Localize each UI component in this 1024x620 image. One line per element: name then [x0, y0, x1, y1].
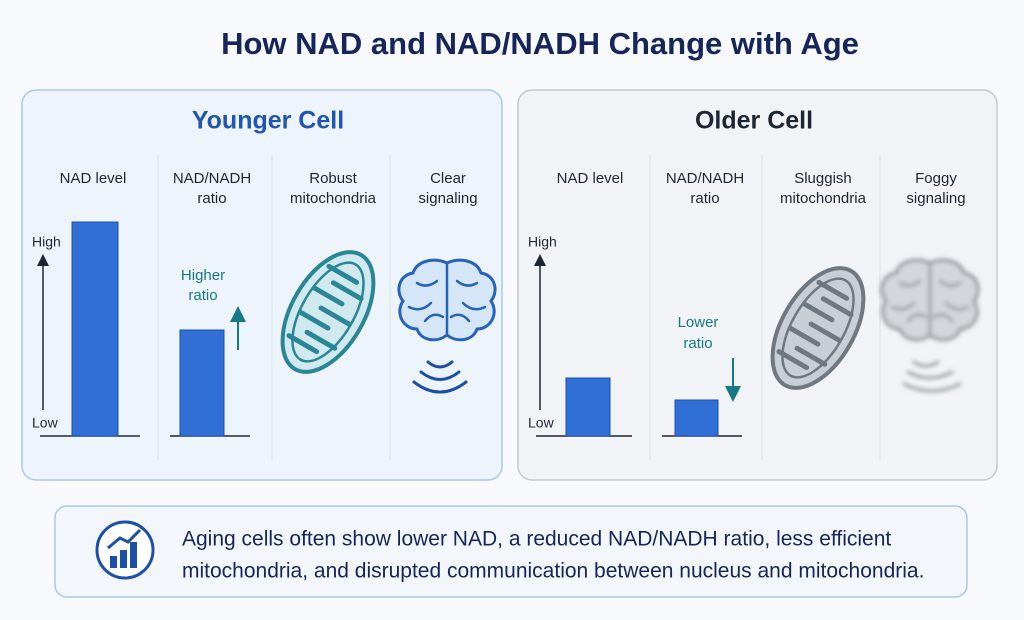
panel-frame: [21, 89, 503, 481]
annotation: ratio: [683, 335, 712, 352]
signal-waves: [412, 360, 468, 394]
column-label: Clear: [430, 170, 466, 187]
annotation: Higher: [181, 267, 225, 284]
icon-bars: [110, 542, 137, 568]
ratio-bar: [179, 329, 225, 437]
axis-low: Low: [528, 415, 555, 431]
title: How NAD and NAD/NADH Change with Age: [221, 26, 859, 61]
summary-frame: [54, 505, 968, 598]
brain: [397, 258, 497, 342]
dividers: [157, 155, 391, 460]
column-label: signaling: [418, 190, 477, 207]
column-label: mitochondria: [780, 190, 867, 207]
summary-line: mitochondria, and disrupted communicatio…: [182, 560, 924, 583]
annotation: Lower: [678, 314, 719, 331]
column-label: NAD level: [60, 170, 127, 187]
column-label: ratio: [690, 190, 719, 207]
icon-trend: [107, 528, 142, 550]
dividers: [649, 155, 881, 460]
annotation: ratio: [188, 287, 217, 304]
axis-low: Low: [32, 415, 59, 431]
column-label: Foggy: [915, 170, 957, 187]
summary-box: Aging cells often show lower NAD, a redu…: [54, 505, 968, 598]
older-panel: Older Cell NAD level NAD/NADH ratio Slug…: [517, 89, 998, 481]
axis-high: High: [32, 234, 61, 250]
axis-high: High: [528, 234, 557, 250]
column-label: signaling: [906, 190, 965, 207]
column-label: Robust: [309, 170, 357, 187]
panel-frame: [517, 89, 998, 481]
younger-panel: Younger Cell NAD level NAD/NADH ratio Ro…: [21, 89, 503, 481]
column-label: ratio: [197, 190, 226, 207]
ratio-bar: [674, 399, 719, 437]
column-label: NAD/NADH: [666, 170, 744, 187]
panel-heading: Older Cell: [695, 107, 813, 135]
column-label: Sluggish: [794, 170, 852, 187]
foggy-brain: [880, 258, 980, 393]
nad-bar: [565, 377, 611, 437]
nad-bar: [71, 221, 119, 437]
summary-line: Aging cells often show lower NAD, a redu…: [182, 528, 891, 551]
panel-heading: Younger Cell: [192, 107, 344, 135]
column-label: NAD level: [557, 170, 624, 187]
column-label: NAD/NADH: [173, 170, 251, 187]
column-label: mitochondria: [290, 190, 377, 207]
